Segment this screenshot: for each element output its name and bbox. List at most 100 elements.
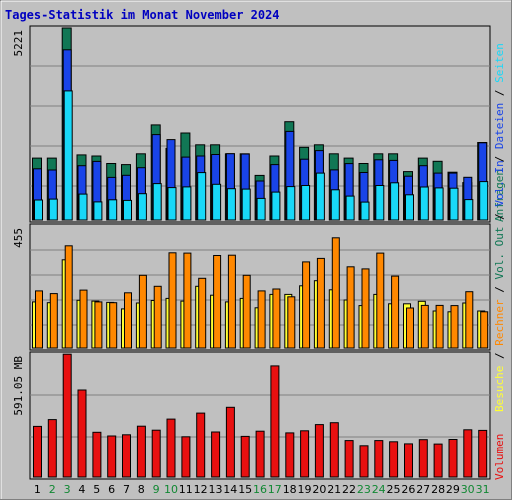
x-tick-label: 19 — [298, 483, 312, 496]
bar-volumen — [92, 431, 102, 478]
bar-rechner — [35, 290, 43, 349]
x-tick-label: 8 — [138, 483, 145, 496]
bar-seiten — [434, 187, 444, 221]
bar-seiten — [315, 172, 325, 221]
bar-seiten — [345, 195, 355, 221]
bar-seiten — [479, 181, 489, 221]
bar-rechner — [480, 311, 489, 349]
x-tick-label: 10 — [164, 483, 178, 496]
bar-seiten — [271, 191, 281, 221]
bar-rechner — [183, 252, 192, 349]
x-tick-label: 25 — [387, 483, 401, 496]
bar-volumen — [448, 439, 458, 478]
legend-separator: / — [493, 149, 506, 169]
x-tick-label: 13 — [209, 483, 223, 496]
bar-seiten — [137, 193, 147, 221]
bar-seiten — [167, 187, 177, 221]
bar-rechner — [420, 304, 429, 349]
legend-item: Seiten — [493, 43, 506, 83]
bar-seiten — [197, 172, 207, 221]
y-max-label: 591.05 MB — [12, 356, 25, 416]
bar-volumen — [196, 412, 206, 478]
x-tick-label: 1 — [34, 483, 41, 496]
legend-separator: / — [493, 207, 506, 227]
x-tick-label: 29 — [446, 483, 460, 496]
bar-volumen — [389, 441, 399, 478]
x-tick-label: 14 — [223, 483, 237, 496]
bar-rechner — [272, 288, 281, 349]
bar-seiten — [375, 185, 385, 221]
bar-rechner — [361, 268, 370, 349]
bar-volumen — [478, 429, 488, 478]
bar-seiten — [241, 188, 251, 221]
legend-item: Anfragen — [493, 169, 506, 222]
bar-seiten — [464, 199, 474, 221]
x-tick-label: 17 — [268, 483, 282, 496]
bar-seiten — [390, 182, 400, 221]
bar-volumen — [47, 419, 57, 478]
legend-item: Besuche — [493, 366, 506, 412]
legend: Anfragen / Dateien / Seiten Besuche / Rec… — [493, 43, 506, 480]
bar-rechner — [242, 274, 251, 349]
bar-volumen — [181, 436, 191, 478]
bar-rechner — [124, 292, 132, 349]
bar-volumen — [270, 365, 280, 478]
bar-volumen — [329, 422, 339, 478]
legend-middle: Besuche / Rechner / Vol. Out / Vol. In — [493, 160, 506, 412]
bar-rechner — [316, 257, 325, 349]
panel-3: 591.05 MB — [12, 351, 491, 480]
bar-seiten — [405, 194, 414, 221]
bar-volumen — [359, 445, 369, 478]
bar-rechner — [49, 293, 58, 349]
x-tick-label: 7 — [123, 483, 130, 496]
bar-volumen — [300, 430, 310, 478]
bar-seiten — [419, 186, 429, 221]
bar-volumen — [240, 435, 250, 478]
bar-seiten — [182, 186, 192, 221]
bar-rechner — [94, 301, 103, 349]
x-tick-label: 9 — [153, 483, 160, 496]
bar-rechner — [346, 266, 355, 349]
bar-seiten — [93, 201, 103, 221]
x-tick-label: 6 — [108, 483, 115, 496]
y-max-label: 455 — [12, 228, 25, 248]
bar-seiten — [63, 90, 73, 221]
legend-separator: / — [493, 83, 506, 103]
bar-seiten — [212, 183, 222, 221]
x-tick-label: 31 — [476, 483, 490, 496]
bar-volumen — [33, 425, 42, 478]
bar-volumen — [433, 443, 443, 478]
bar-volumen — [418, 439, 428, 478]
x-tick-label: 2 — [49, 483, 56, 496]
bar-rechner — [435, 304, 444, 349]
bar-volumen — [225, 406, 235, 478]
bar-volumen — [77, 389, 87, 478]
legend-item: Vol. Out — [493, 227, 506, 280]
x-tick-label: 30 — [461, 483, 475, 496]
bar-rechner — [79, 289, 88, 349]
legend-separator: / — [493, 280, 506, 300]
bar-seiten — [449, 187, 459, 221]
x-tick-label: 21 — [327, 483, 341, 496]
x-tick-label: 24 — [372, 483, 386, 496]
x-tick-label: 11 — [179, 483, 193, 496]
legend-separator: / — [493, 346, 506, 366]
bar-volumen — [122, 434, 131, 478]
legend-bottom: Volumen — [493, 434, 506, 480]
bar-seiten — [48, 198, 58, 221]
bar-seiten — [301, 185, 311, 221]
bar-seiten — [360, 201, 370, 221]
x-tick-label: 27 — [416, 483, 430, 496]
bar-seiten — [256, 197, 266, 221]
bar-volumen — [151, 429, 161, 478]
legend-item: Dateien — [493, 103, 506, 149]
bar-volumen — [107, 435, 117, 478]
x-tick-label: 12 — [194, 483, 208, 496]
bar-rechner — [391, 275, 400, 349]
bar-volumen — [211, 431, 221, 478]
bar-rechner — [302, 261, 311, 349]
bar-volumen — [166, 418, 176, 478]
x-tick-label: 20 — [312, 483, 326, 496]
bar-volumen — [136, 425, 146, 478]
